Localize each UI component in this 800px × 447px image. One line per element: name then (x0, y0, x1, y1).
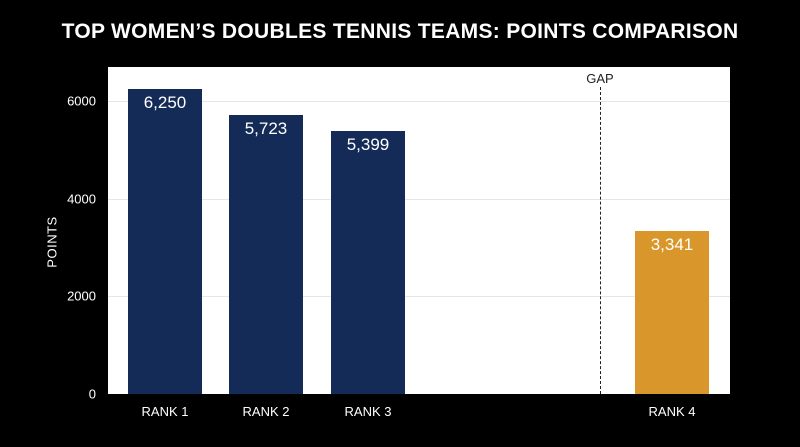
bar-value-label: 6,250 (143, 92, 187, 112)
x-tick-label: RANK 4 (648, 404, 696, 419)
y-tick-label: 2000 (67, 288, 96, 304)
y-tick-label: 6000 (67, 93, 96, 109)
gridline (108, 101, 730, 103)
bar-value-label: 5,723 (244, 118, 288, 138)
bar-value-label: 5,399 (346, 134, 390, 154)
gap-annotation: GAP (586, 71, 614, 86)
x-tick-label: RANK 3 (344, 404, 392, 419)
chart-title: TOP WOMEN’S DOUBLES TENNIS TEAMS: POINTS… (61, 20, 739, 43)
x-tick-label: RANK 2 (242, 404, 290, 419)
plot-area: 6,250 5,723 5,399 3,341 GAP (108, 67, 730, 394)
bar-1: 6,250 (128, 88, 202, 394)
y-axis-label: POINTS (44, 216, 60, 268)
bar-value-label: 3,341 (650, 234, 694, 254)
y-tick-label: 4000 (67, 191, 96, 207)
bar-2: 5,723 (229, 114, 303, 394)
y-tick-label: 0 (88, 386, 96, 402)
x-tick-label: RANK 1 (141, 404, 189, 419)
gridline (108, 296, 730, 298)
bar-3: 5,399 (331, 130, 405, 394)
gap-divider-line (600, 87, 601, 394)
gridline (108, 198, 730, 200)
bar-4: 3,341 (635, 230, 709, 394)
